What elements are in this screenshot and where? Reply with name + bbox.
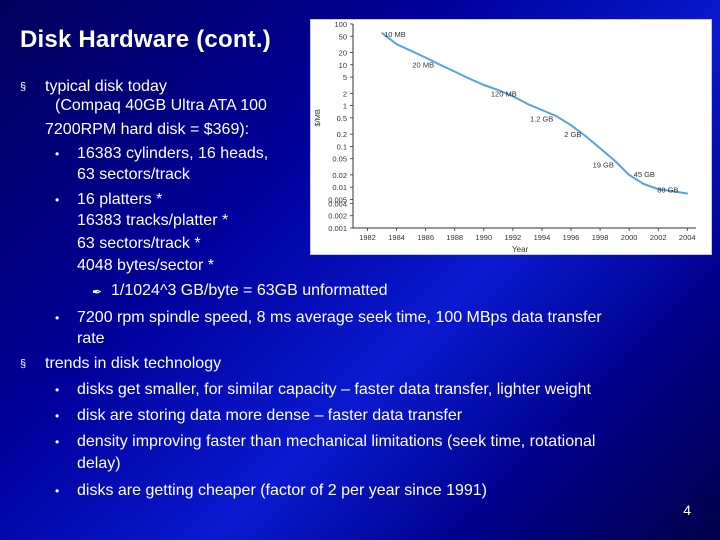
series-point	[497, 89, 500, 91]
x-tick-label: 2002	[650, 233, 667, 242]
x-tick-label: 1996	[563, 233, 580, 242]
series-point	[613, 159, 616, 162]
x-tick-label: 1998	[592, 233, 609, 242]
series-point	[657, 188, 660, 190]
y-tick-label: 0.002	[328, 212, 347, 221]
series-point	[381, 32, 383, 34]
sub-spindle-speed-line2: rate	[77, 330, 105, 347]
data-annotation: 10 MB	[384, 30, 406, 39]
y-tick-label: 0.5	[337, 114, 347, 123]
series-point	[483, 84, 485, 86]
data-annotation: 19 GB	[593, 161, 614, 170]
data-annotation: 45 GB	[634, 170, 655, 179]
series-point	[512, 95, 514, 97]
y-tick-label: 10	[339, 61, 347, 70]
square-bullet-icon: §	[20, 358, 27, 370]
dot-bullet-icon: •	[55, 311, 60, 325]
sub-cylinders-line2: 63 sectors/track	[77, 166, 190, 183]
y-tick-label: 5	[343, 73, 347, 82]
dot-bullet-icon: •	[55, 409, 60, 423]
sub-platters-line2: 16383 tracks/platter *	[77, 212, 229, 229]
x-tick-label: 1988	[446, 233, 463, 242]
y-tick-label: 50	[339, 32, 347, 41]
sub-density-improving-line2: delay)	[77, 455, 121, 472]
x-axis-label: Year	[512, 245, 529, 254]
price-per-mb-chart: 100 50 20 10 5 2 1 0.5 0.2 0.1 0.05 0.02 0.01 0.005 0.…	[310, 19, 712, 255]
series-point	[468, 77, 471, 80]
series-point	[671, 190, 674, 192]
y-tick-label: 1	[343, 102, 347, 111]
data-annotation: 2 GB	[564, 130, 581, 139]
dot-bullet-icon: •	[55, 383, 60, 397]
chart-svg: 1005020105210.50.20.10.050.020.010.0050.…	[313, 20, 696, 254]
pen-bullet-icon: ✒	[92, 285, 103, 299]
series-point	[410, 50, 412, 52]
x-tick-label: 1984	[388, 233, 405, 242]
y-axis-label: $/MB	[313, 109, 322, 127]
sub-cheaper-disks: disks are getting cheaper (factor of 2 p…	[77, 482, 487, 499]
sub-cylinders: 16383 cylinders, 16 heads,	[77, 145, 269, 162]
series-point	[570, 124, 572, 127]
series-point	[555, 115, 558, 117]
bullet-typical-disk: typical disk today	[45, 78, 167, 95]
dot-bullet-icon: •	[55, 484, 60, 498]
data-annotation: 80 GB	[657, 186, 678, 195]
series-point	[424, 56, 427, 59]
data-annotation: 1.2 GB	[530, 115, 553, 124]
series-point	[453, 70, 456, 73]
series-point	[526, 103, 529, 105]
dot-bullet-icon: •	[55, 435, 60, 449]
y-tick-label: 0.2	[337, 130, 347, 139]
dot-bullet-icon: •	[55, 147, 60, 161]
data-annotation: 20 MB	[412, 60, 434, 69]
series-point	[541, 109, 543, 111]
bullet-typical-disk-line2: (Compaq 40GB Ultra ATA 100	[55, 97, 267, 114]
x-tick-label: 2004	[679, 233, 696, 242]
series-point	[628, 174, 630, 176]
y-tick-label: 20	[339, 49, 347, 58]
square-bullet-icon: §	[20, 81, 27, 93]
slide-title: Disk Hardware (cont.)	[20, 26, 271, 53]
y-tick-label: 0.01	[332, 183, 347, 192]
sub-platters: 16 platters *	[77, 191, 163, 208]
y-tick-label: 0.02	[332, 171, 347, 180]
series-line	[381, 32, 688, 195]
y-tick-label: 0.004	[328, 199, 347, 208]
sub-density-improving: density improving faster than mechanical…	[77, 433, 596, 450]
dot-bullet-icon: •	[55, 193, 60, 207]
sub-denser-data: disk are storing data more dense – faste…	[77, 407, 463, 424]
page-number: 4	[683, 502, 691, 518]
bullet-typical-disk-line3: 7200RPM hard disk = $369):	[45, 121, 250, 138]
bullet-trends: trends in disk technology	[45, 355, 222, 372]
x-tick-label: 1992	[505, 233, 522, 242]
x-tick-label: 1986	[417, 233, 434, 242]
sub-platters-line4: 4048 bytes/sector *	[77, 257, 214, 274]
y-tick-label: 0.005	[328, 195, 347, 204]
series-point	[686, 192, 689, 195]
y-tick-label: 100	[334, 20, 347, 29]
x-tick-label: 1982	[359, 233, 376, 242]
series-point	[395, 43, 398, 45]
x-tick-label: 2000	[621, 233, 638, 242]
data-annotation: 120 MB	[491, 89, 517, 98]
sub-spindle-speed: 7200 rpm spindle speed, 8 ms average see…	[77, 309, 602, 326]
sub-platters-line3: 63 sectors/track *	[77, 235, 201, 252]
y-tick-label: 0.1	[337, 142, 347, 151]
y-tick-label: 0.05	[332, 155, 347, 164]
sub-smaller-disks: disks get smaller, for similar capacity …	[77, 381, 591, 398]
x-tick-label: 1994	[534, 233, 551, 242]
series-point	[599, 147, 601, 150]
series-point	[439, 64, 442, 66]
y-tick-label: 2	[343, 89, 347, 98]
series-point	[642, 183, 645, 185]
x-tick-label: 1990	[475, 233, 492, 242]
y-tick-label: 0.001	[328, 224, 347, 233]
sub-sub-gb-conversion: 1/1024^3 GB/byte = 63GB unformatted	[111, 282, 388, 299]
series-point	[584, 135, 587, 137]
